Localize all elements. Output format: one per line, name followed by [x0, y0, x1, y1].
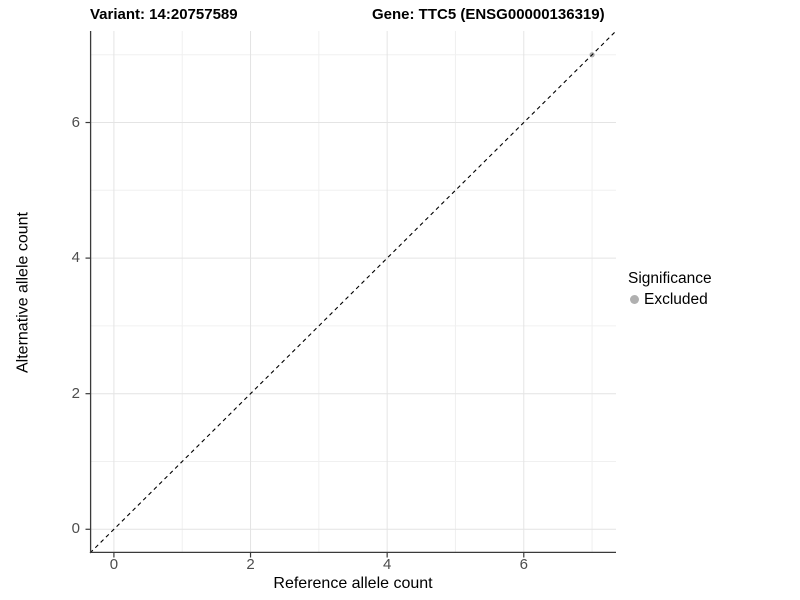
- y-tick-label: 0: [71, 520, 80, 538]
- plot-area-svg: [85, 30, 617, 558]
- legend-item-label: Excluded: [644, 291, 708, 308]
- x-tick-label: 4: [382, 556, 392, 573]
- x-tick-label: 0: [109, 556, 119, 573]
- legend: Significance Excluded: [628, 269, 712, 309]
- legend-item-excluded: Excluded: [628, 290, 712, 309]
- variant-title: Variant: 14:20757589: [90, 6, 238, 23]
- x-tick-label: 2: [246, 556, 255, 573]
- y-tick-label: 2: [71, 384, 80, 402]
- y-tick-label: 4: [71, 249, 80, 267]
- identity-line: [89, 30, 617, 554]
- x-axis-title: Reference allele count: [273, 575, 433, 592]
- legend-title: Significance: [628, 270, 712, 287]
- plot-panel: [85, 30, 617, 558]
- gene-title: Gene: TTC5 (ENSG00000136319): [372, 6, 605, 23]
- y-tick-label: 6: [71, 113, 80, 131]
- x-tick-label: 6: [519, 556, 528, 573]
- y-axis-title: Alternative allele count: [14, 212, 32, 373]
- legend-point-icon: [630, 295, 639, 304]
